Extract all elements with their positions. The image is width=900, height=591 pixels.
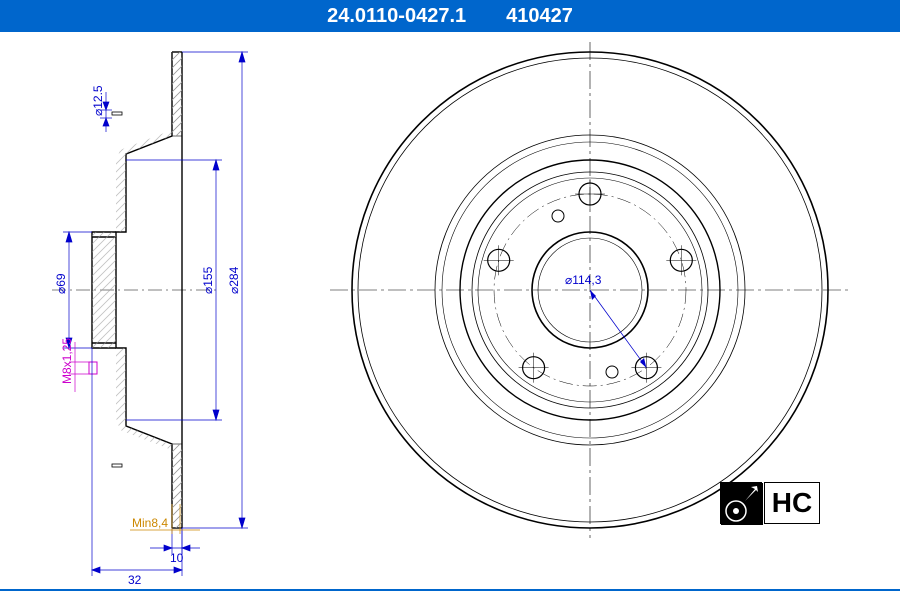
header-bar: 24.0110-0427.1 410427 <box>0 0 900 32</box>
hc-text: HC <box>772 487 812 519</box>
dim-hub-dia: ⌀155 <box>201 266 215 294</box>
part-number-secondary: 410427 <box>506 5 573 28</box>
side-view: ⌀284 ⌀155 ⌀69 ⌀12.5 10 32 Min8,4 M8x1,25 <box>52 52 248 587</box>
dim-thread: M8x1,25 <box>60 338 74 384</box>
dim-outer-dia: ⌀284 <box>227 266 241 294</box>
coating-icon <box>720 482 762 524</box>
drawing-area: ⌀114,3 <box>0 32 900 591</box>
bcd-label: ⌀114,3 <box>565 273 602 287</box>
front-view: ⌀114,3 <box>330 42 850 538</box>
dim-min-thickness: Min8,4 <box>132 516 168 530</box>
dim-bore-dia: ⌀69 <box>54 273 68 294</box>
hc-badge: HC <box>764 482 820 524</box>
part-number-primary: 24.0110-0427.1 <box>327 5 466 28</box>
dim-hole-dia: ⌀12.5 <box>91 85 105 116</box>
dim-thickness: 10 <box>170 551 184 565</box>
dim-offset: 32 <box>128 573 142 587</box>
